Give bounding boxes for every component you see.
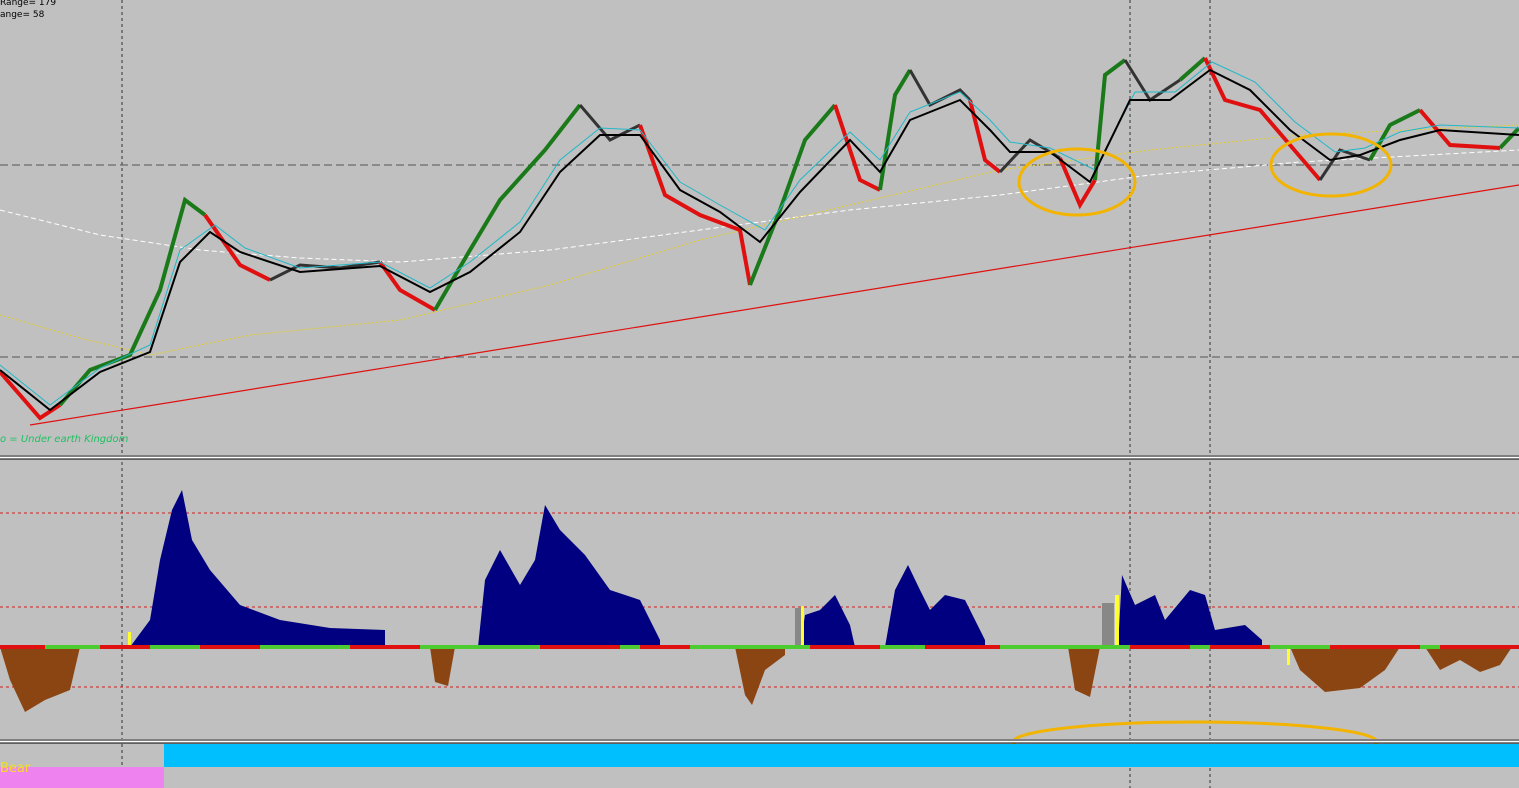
hist-area xyxy=(1290,647,1512,692)
price-down xyxy=(1203,57,1322,182)
highlight-ellipse xyxy=(1017,147,1137,217)
price-down xyxy=(0,370,62,421)
separator xyxy=(0,455,1519,459)
price-down xyxy=(968,99,1002,174)
trendline xyxy=(29,184,1519,426)
price-up xyxy=(1093,58,1127,181)
hist-gray xyxy=(795,608,801,647)
price-up xyxy=(58,196,207,407)
hist-gray xyxy=(1102,603,1114,647)
range-label: Range= 179 xyxy=(0,0,56,8)
hist-yellow xyxy=(801,606,804,647)
price-up xyxy=(748,103,837,286)
indicator-label: o = Under earth Kingdom xyxy=(0,434,129,445)
price-down xyxy=(833,104,881,192)
hist-area xyxy=(735,647,785,705)
price-down xyxy=(638,124,752,286)
price-up xyxy=(878,68,912,191)
price-down xyxy=(378,260,436,312)
price-up xyxy=(1498,126,1519,150)
price-up xyxy=(1178,56,1207,82)
bear-bar xyxy=(0,767,164,788)
hist-area xyxy=(885,565,985,647)
hist-area xyxy=(0,647,80,712)
hist-area xyxy=(1068,647,1100,697)
levels xyxy=(0,512,1519,688)
price-down xyxy=(203,213,271,282)
histogram-neutral xyxy=(795,603,1114,647)
range-label: ange= 58 xyxy=(0,10,45,20)
highlight-ellipse xyxy=(1269,132,1393,198)
separator xyxy=(0,739,1519,743)
ma-black xyxy=(0,68,1519,412)
hist-yellow xyxy=(1115,595,1119,647)
bull-bar xyxy=(164,744,1519,767)
hist-yellow xyxy=(128,632,131,647)
ma-yellow xyxy=(0,124,1519,356)
bear-label: Bear xyxy=(0,761,31,776)
histogram-signal xyxy=(128,595,1290,665)
hist-yellow xyxy=(1287,647,1290,665)
price-flat xyxy=(1318,148,1371,181)
hist-area xyxy=(430,647,455,686)
histogram-down xyxy=(0,647,1512,712)
hist-area xyxy=(130,490,385,647)
hist-area xyxy=(800,595,855,647)
price-down xyxy=(1418,108,1501,150)
ma-cyan xyxy=(0,61,1519,406)
hist-area xyxy=(1118,575,1262,647)
hist-area xyxy=(478,505,660,647)
price-down xyxy=(1058,157,1097,210)
histogram-up xyxy=(130,490,1262,647)
